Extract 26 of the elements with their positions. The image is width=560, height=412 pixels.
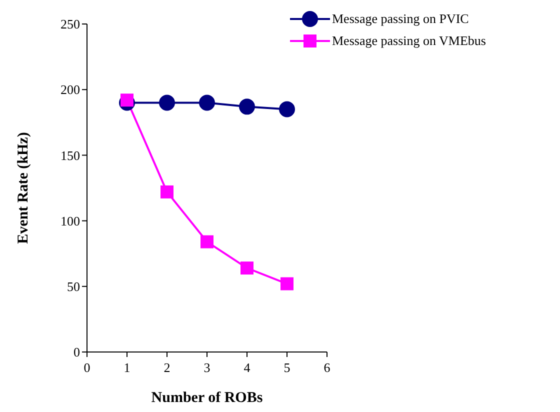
x-tick-label: 5 [284,360,290,376]
point [120,94,134,107]
y-tick-label: 100 [60,213,80,228]
point [159,94,175,111]
legend-label: Message passing on PVIC [332,11,469,27]
x-tick-label: 4 [244,360,251,376]
point [200,235,214,248]
point [199,94,215,111]
x-tick-label: 2 [164,360,170,376]
x-tick-label: 0 [84,360,90,376]
y-tick-label: 250 [60,16,80,32]
x-tick-label: 3 [204,360,210,376]
point [279,101,295,118]
x-tick-label: 6 [324,360,331,376]
y-axis-title: Event Rate (kHz) [15,132,32,244]
point [280,277,294,290]
y-tick-label: 50 [67,279,80,294]
point [239,98,255,115]
x-axis-title: Number of ROBs [151,390,263,406]
point [240,262,254,275]
y-tick-label: 0 [74,344,80,360]
point [160,185,174,198]
y-tick-label: 150 [60,148,80,163]
legend-label: Message passing on VMEbus [332,33,486,49]
x-tick-label: 1 [124,360,130,376]
y-tick-label: 200 [60,82,80,98]
